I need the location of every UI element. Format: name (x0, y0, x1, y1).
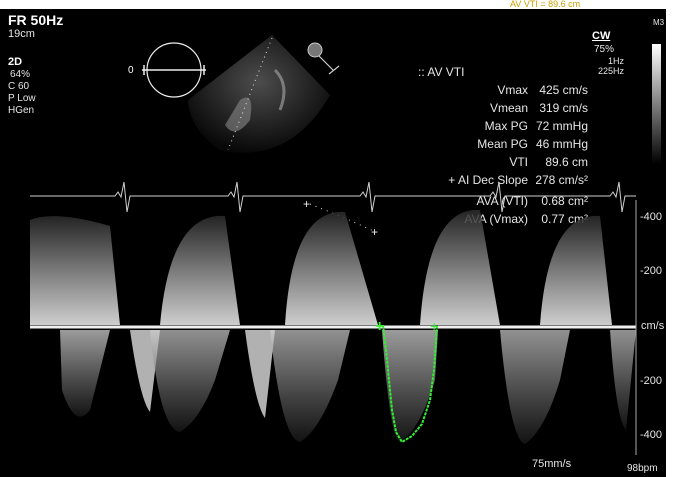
as-envelope (382, 330, 438, 442)
2d-sector-image (188, 35, 330, 153)
measurement-value: 72 mmHg (535, 119, 588, 133)
probe-orientation-icon (307, 42, 340, 75)
ar-envelope (420, 209, 500, 325)
cw-gain: 75% (594, 44, 615, 55)
measurement-value: 46 mmHg (535, 137, 588, 151)
ar-envelope (160, 215, 240, 325)
scale-tick-lower-200: -200 (640, 375, 663, 387)
measurement-value: 278 cm/s² (535, 173, 588, 187)
scale-unit: cm/s (641, 320, 665, 332)
measurement-value: 319 cm/s (539, 101, 588, 115)
scale-tick-upper-400: -400 (640, 211, 663, 223)
scale-tick-upper-200: -200 (640, 265, 663, 277)
vti-trace (382, 324, 438, 444)
mode-2d-frequency: HGen (8, 105, 35, 116)
svg-text:+: + (303, 197, 310, 211)
measurement-title: :: AV VTI (418, 65, 465, 79)
mode-2d-power: P Low (8, 93, 36, 104)
angle-correction-icon (142, 42, 206, 98)
mode-2d-label: 2D (8, 56, 23, 68)
as-envelope (245, 330, 275, 418)
ar-envelope (540, 215, 612, 325)
preset-label: M3 (653, 18, 665, 27)
top-border (0, 0, 676, 9)
mode-2d-compress: C 60 (8, 81, 30, 92)
right-border (666, 0, 676, 477)
angle-value: 0 (128, 65, 134, 76)
measurement-value: 89.6 cm (545, 155, 588, 169)
frame-rate-label: FR 50Hz (8, 12, 64, 28)
measurement-label: VTI (509, 155, 528, 169)
svg-text:+: + (371, 225, 378, 239)
measurement-value: 425 cm/s (539, 83, 588, 97)
top-right-clipped-label: AV VTI = 89.6 cm (510, 0, 581, 9)
cw-wall-filter: 1Hz (608, 56, 625, 66)
sweep-speed: 75mm/s (532, 458, 572, 470)
measurement-label: Vmax (497, 83, 528, 97)
heart-rate: 98bpm (627, 463, 658, 474)
ar-envelope (285, 211, 378, 325)
svg-text:+: + (430, 318, 438, 334)
measurement-label: AVA (VTI) (476, 194, 528, 208)
measurement-value: 0.68 cm² (541, 194, 588, 208)
depth-label: 19cm (8, 28, 35, 40)
measurement-label: Vmean (489, 101, 528, 115)
scale-tick-lower-400: -400 (640, 429, 663, 441)
grayscale-bar (652, 44, 661, 164)
as-envelope (150, 330, 230, 432)
ar-envelope (30, 216, 120, 325)
as-envelope (60, 330, 110, 417)
measurement-label: + AI Dec Slope (448, 173, 528, 187)
svg-text:+: + (375, 318, 384, 335)
measurement-label: Max PG (484, 119, 528, 133)
as-envelope (500, 330, 570, 444)
cw-prf: 225Hz (598, 66, 625, 76)
cw-mode-label: CW (592, 30, 611, 42)
measurement-label: Mean PG (477, 137, 528, 151)
as-envelope (270, 330, 350, 442)
as-envelope (610, 330, 636, 430)
mode-2d-gain: 64% (10, 69, 31, 80)
